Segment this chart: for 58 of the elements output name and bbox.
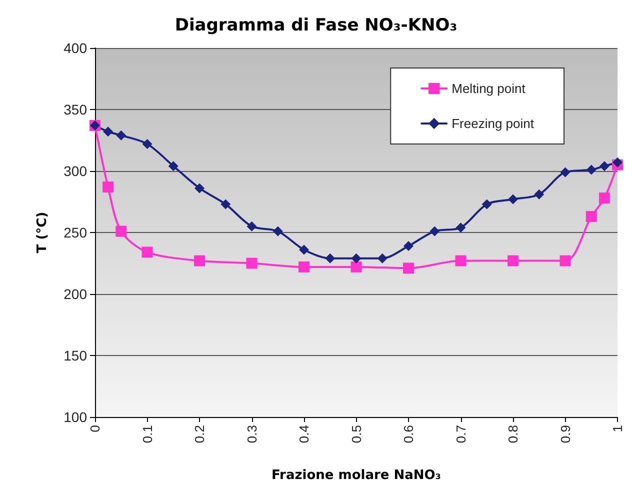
point <box>508 194 518 204</box>
y-tick-label: 100 <box>64 409 88 425</box>
x-axis-title: Frazione molare NaNO₃ <box>271 468 442 483</box>
x-tick-label: 1 <box>610 425 625 432</box>
point <box>194 255 205 266</box>
y-tick-label: 300 <box>64 163 88 179</box>
point <box>246 221 257 232</box>
legend-label: Freezing point <box>452 116 534 131</box>
y-tick-label: 400 <box>64 40 88 56</box>
x-tick-label: 0.8 <box>506 425 520 444</box>
point <box>246 258 258 269</box>
point <box>404 241 414 252</box>
y-tick-label: 350 <box>64 102 88 118</box>
point <box>482 199 492 210</box>
point <box>116 226 127 237</box>
legend-label: Melting point <box>452 81 526 96</box>
x-tick-label: 0 <box>88 425 102 432</box>
point <box>116 130 126 140</box>
point <box>456 222 466 233</box>
chart-title: Diagramma di Fase NO₃-KNO₃ <box>174 16 458 36</box>
point <box>377 253 388 264</box>
point <box>194 183 204 194</box>
point <box>586 164 596 175</box>
y-tick-label: 150 <box>64 348 88 364</box>
point <box>102 181 114 192</box>
y-tick-label: 200 <box>64 286 88 302</box>
point <box>299 244 309 255</box>
x-tick-label: 0.9 <box>558 425 573 444</box>
point <box>168 161 178 172</box>
x-tick-label: 0.6 <box>401 425 416 444</box>
point <box>430 226 440 236</box>
point <box>534 189 544 200</box>
point <box>350 261 362 272</box>
point <box>298 261 310 272</box>
point <box>612 157 622 168</box>
x-tick-label: 0.7 <box>453 425 468 444</box>
point <box>599 161 610 172</box>
point <box>351 253 362 264</box>
x-tick-label: 0.3 <box>244 425 260 444</box>
x-tick-label: 0.1 <box>140 425 155 444</box>
y-axis-title: T (°C) <box>35 212 50 254</box>
point <box>598 192 610 204</box>
point <box>403 262 414 274</box>
point <box>220 199 231 210</box>
point <box>508 255 518 266</box>
point <box>272 226 283 236</box>
x-tick-label: 0.2 <box>192 425 207 444</box>
point <box>586 211 597 222</box>
y-tick-label: 250 <box>64 224 88 240</box>
point <box>560 255 571 266</box>
point <box>325 253 336 264</box>
x-tick-label: 0.4 <box>296 425 312 444</box>
x-tick-label: 0.5 <box>348 425 364 444</box>
point <box>455 255 466 266</box>
point <box>103 126 114 137</box>
point <box>142 246 153 258</box>
point <box>560 167 570 178</box>
point <box>142 138 152 149</box>
